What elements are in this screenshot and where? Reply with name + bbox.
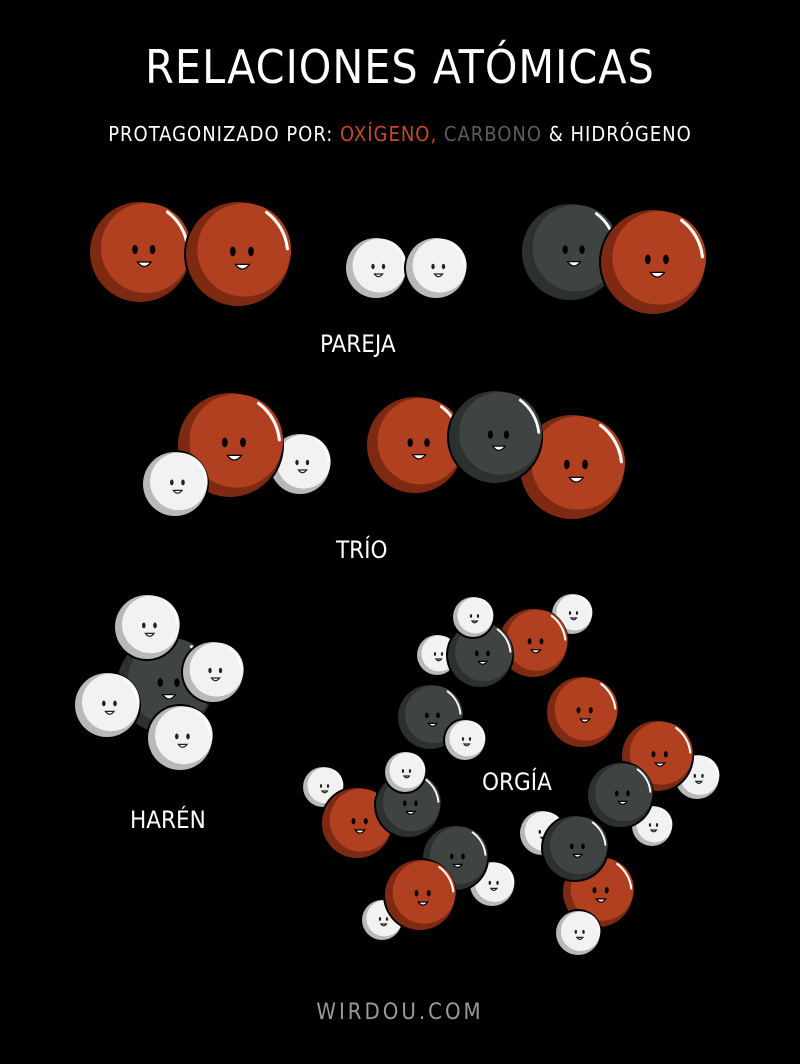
label-haren: HARÉN <box>130 806 206 834</box>
footer-website: WIRDOU.COM <box>316 1000 484 1025</box>
carbon-atom <box>541 814 609 882</box>
atom-face <box>574 929 585 940</box>
atom-face <box>175 733 190 748</box>
atom-face <box>568 611 579 621</box>
atom-face <box>693 773 704 784</box>
hydrogen-atom <box>554 909 602 957</box>
atom-face <box>407 438 430 460</box>
carbon-atom <box>586 761 654 829</box>
subtitle-hydrogen: HIDRÓGENO <box>570 122 692 146</box>
atom-face <box>102 700 117 715</box>
hydrogen-atom <box>443 718 487 762</box>
subtitle: PROTAGONIZADO POR: OXÍGENO, CARBONO & HI… <box>0 122 800 146</box>
label-pareja: PAREJA <box>320 330 396 358</box>
hydrogen-atom <box>141 450 209 518</box>
atom-face <box>615 790 630 805</box>
subtitle-carbon: CARBONO <box>443 122 543 146</box>
hydrogen-atom <box>73 671 141 739</box>
atom-face <box>378 917 389 927</box>
atom-face <box>562 245 585 267</box>
atom-face <box>644 254 669 278</box>
atom-face <box>295 459 310 474</box>
page-title: RELACIONES ATÓMICAS <box>145 40 655 94</box>
atom-face <box>351 818 368 834</box>
atom-face <box>487 430 510 451</box>
atom-face <box>433 652 444 662</box>
oxygen-atom <box>383 858 457 932</box>
atom-face <box>475 650 490 665</box>
atom-face <box>157 678 180 700</box>
label-orgia: ORGÍA <box>482 768 552 796</box>
atom-face <box>461 737 472 747</box>
atom-face <box>527 638 544 654</box>
atom-face <box>414 890 431 906</box>
atom-face <box>132 244 156 268</box>
hydrogen-atom <box>146 704 214 772</box>
subtitle-oxygen: OXÍGENO, <box>340 122 438 146</box>
carbon-atom <box>447 389 543 485</box>
subtitle-prefix: PROTAGONIZADO POR: <box>108 122 340 146</box>
atom-face <box>431 263 446 278</box>
atom-face <box>319 784 330 794</box>
oxygen-atom <box>88 200 192 304</box>
hydrogen-atom <box>181 640 245 704</box>
atom-face <box>576 707 593 723</box>
atom-face <box>648 823 659 833</box>
hydrogen-atom <box>268 432 332 496</box>
atom-face <box>142 622 157 637</box>
atom-face <box>221 437 246 461</box>
atom-face <box>570 843 585 858</box>
hydrogen-atom <box>113 593 181 661</box>
atom-face <box>425 712 440 727</box>
hydrogen-atom <box>383 750 427 794</box>
atom-face <box>488 880 499 891</box>
atom-face <box>229 246 254 270</box>
atom-face <box>563 459 588 483</box>
hydrogen-atom <box>344 236 408 300</box>
atom-face <box>592 887 609 903</box>
oxygen-atom <box>497 607 569 679</box>
atom-face <box>170 479 185 494</box>
subtitle-amp: & <box>542 122 571 146</box>
atom-face <box>651 751 668 767</box>
hydrogen-atom <box>451 595 495 639</box>
label-trio: TRÍO <box>336 536 388 564</box>
oxygen-atom <box>545 675 619 749</box>
atom-face <box>208 667 223 682</box>
oxygen-atom <box>184 200 292 308</box>
atom-face <box>469 614 480 624</box>
oxygen-atom <box>518 413 626 521</box>
atom-face <box>401 769 412 779</box>
atom-face <box>450 853 465 868</box>
carbon-atom <box>520 202 620 302</box>
atom-face <box>403 800 418 815</box>
carbon-atom <box>446 621 514 689</box>
hydrogen-atom <box>404 236 468 300</box>
oxygen-atom <box>599 208 707 316</box>
atom-face <box>371 263 386 278</box>
